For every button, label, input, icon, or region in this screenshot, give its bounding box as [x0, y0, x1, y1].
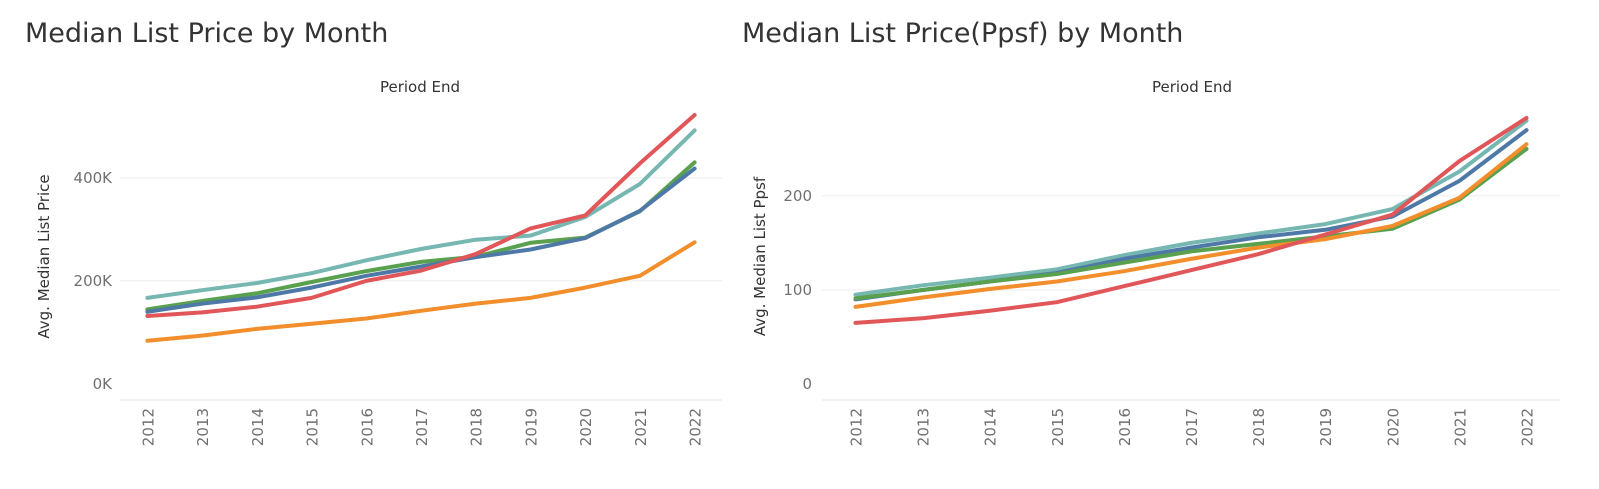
- median-list-ppsf-plot[interactable]: Period End Avg. Median List Ppsf 0 100 200 20…: [740, 0, 1599, 489]
- series-line[interactable]: [853, 115, 1529, 325]
- x-axis-header: Period End: [380, 78, 460, 96]
- x-tick-label: 2022: [1518, 408, 1536, 446]
- x-tick-label: 2012: [848, 408, 866, 446]
- x-tick-label: 2021: [1451, 408, 1469, 446]
- series-line[interactable]: [145, 240, 697, 343]
- x-tick-label: 2013: [194, 408, 212, 446]
- series-line[interactable]: [145, 128, 697, 300]
- y-tick-label: 200K: [74, 272, 114, 290]
- x-tick-label: 2014: [249, 408, 267, 446]
- chart-title: Median List Price by Month: [25, 18, 389, 49]
- series-line[interactable]: [145, 166, 697, 314]
- x-tick-label: 2014: [982, 408, 1000, 446]
- x-tick-label: 2018: [1250, 408, 1268, 446]
- median-list-price-plot[interactable]: Period End Avg. Median List Price 0K 200K 40…: [0, 0, 740, 489]
- x-tick-label: 2020: [577, 408, 595, 446]
- median-list-price-chart: Median List Price by Month Period End Avg…: [0, 0, 740, 489]
- x-tick-label: 2015: [304, 408, 322, 446]
- x-axis-header: Period End: [1152, 78, 1232, 96]
- y-tick-label: 400K: [74, 169, 114, 187]
- median-list-ppsf-chart: Median List Price(Ppsf) by Month Period …: [740, 0, 1599, 489]
- y-tick-label: 0K: [93, 375, 114, 393]
- x-tick-label: 2022: [687, 408, 705, 446]
- x-tick-label: 2017: [413, 408, 431, 446]
- x-tick-label: 2016: [358, 408, 376, 446]
- series-line[interactable]: [853, 142, 1529, 309]
- y-axis-label: Avg. Median List Ppsf: [751, 176, 769, 336]
- x-tick-label: 2013: [915, 408, 933, 446]
- x-tick-label: 2018: [468, 408, 486, 446]
- x-tick-label: 2019: [522, 408, 540, 446]
- x-tick-label: 2017: [1183, 408, 1201, 446]
- x-tick-label: 2020: [1384, 408, 1402, 446]
- x-tick-label: 2019: [1317, 408, 1335, 446]
- series-line[interactable]: [853, 146, 1529, 301]
- y-tick-label: 200: [783, 187, 812, 205]
- y-tick-label: 100: [783, 281, 812, 299]
- x-tick-label: 2012: [139, 408, 157, 446]
- y-tick-label: 0: [802, 375, 812, 393]
- x-tick-label: 2021: [632, 408, 650, 446]
- chart-title: Median List Price(Ppsf) by Month: [742, 18, 1184, 49]
- series-line[interactable]: [145, 113, 697, 318]
- x-tick-label: 2015: [1049, 408, 1067, 446]
- y-axis-label: Avg. Median List Price: [35, 174, 53, 338]
- x-tick-label: 2016: [1116, 408, 1134, 446]
